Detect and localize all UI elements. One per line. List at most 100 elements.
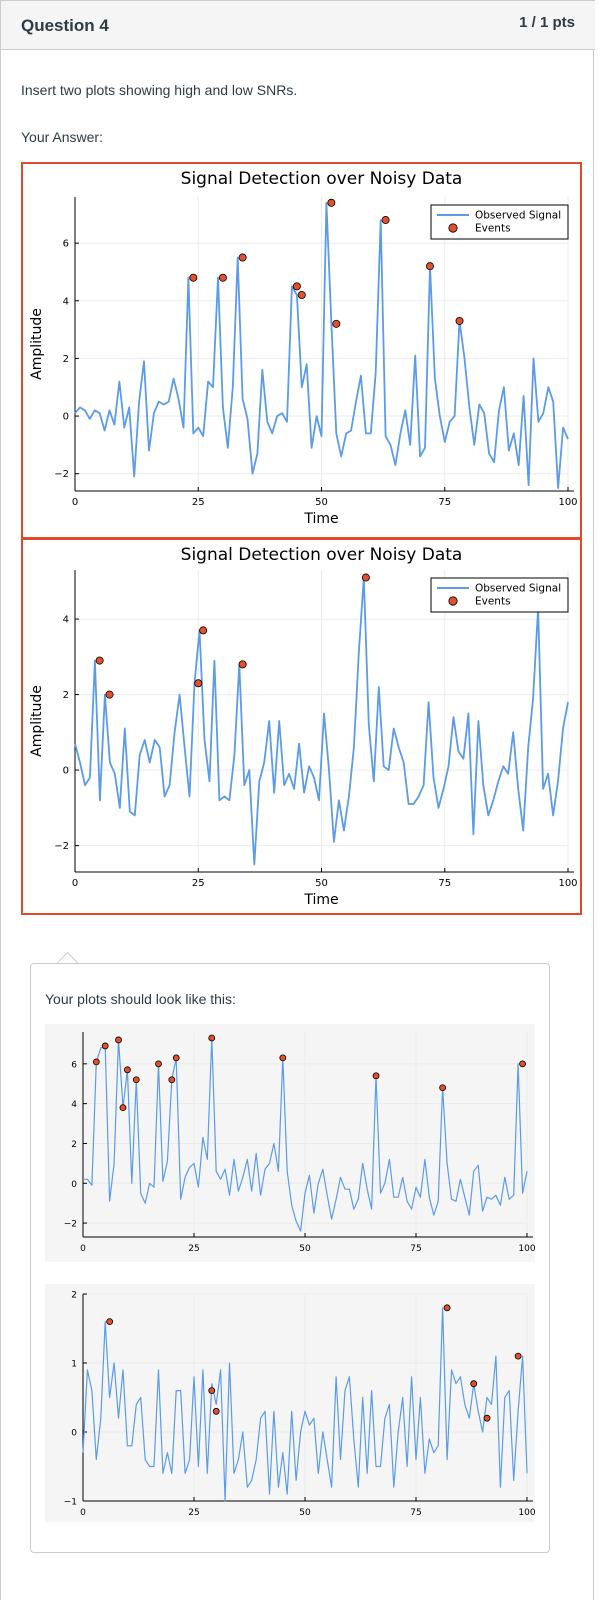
low-snr-chart: 0 25 50 75 100 −2 0 2 4 Signal Detection over Noi…	[29, 545, 578, 908]
x-tick-label: 25	[192, 497, 205, 508]
y-tick-label: 0	[71, 1180, 77, 1190]
y-tick-label: 2	[71, 1291, 77, 1301]
x-tick-label: 0	[72, 878, 78, 889]
event-marker	[514, 1352, 522, 1360]
y-tick-label: 4	[71, 1100, 77, 1110]
chart-title: Signal Detection over Noisy Data	[181, 169, 463, 189]
x-axis-label: Time	[303, 892, 338, 908]
x-tick-label: 100	[558, 497, 577, 508]
x-tick-label: 75	[410, 1508, 421, 1518]
x-axis-label: Time	[303, 511, 338, 527]
answer-image-low-snr: 0 25 50 75 100 −2 0 2 4 Signal Detection over Noi…	[21, 538, 582, 915]
legend-box	[430, 577, 569, 613]
event-marker	[155, 1060, 162, 1068]
event-marker	[119, 1104, 127, 1112]
event-marker	[332, 319, 341, 328]
reference-plot-high-snr: 0 25 50 75 100 −2 0 2 4 6	[45, 1024, 535, 1262]
event-marker	[519, 1060, 526, 1068]
event-marker	[115, 1036, 122, 1044]
legend-label-signal: Observed Signal	[475, 583, 561, 595]
legend-label-signal: Observed Signal	[475, 210, 561, 222]
x-tick-label: 50	[315, 878, 328, 889]
y-tick-label: 4	[63, 615, 69, 626]
reference-caption: Your plots should look like this:	[45, 991, 236, 1007]
y-tick-label: −2	[64, 1220, 77, 1230]
event-marker	[172, 1054, 180, 1062]
event-marker	[199, 626, 208, 635]
answer-image-high-snr: 0 25 50 75 100 −2 0 2 4 6 Signal Detection over No…	[21, 162, 582, 539]
x-tick-label: 100	[518, 1244, 535, 1254]
x-tick-label: 75	[410, 1244, 421, 1254]
question-title: Question 4	[21, 16, 109, 35]
x-tick-label: 0	[72, 497, 78, 508]
event-marker	[372, 1072, 380, 1080]
y-tick-label: 0	[71, 1429, 77, 1439]
x-tick-label: 0	[80, 1508, 86, 1518]
y-tick-label: 2	[63, 690, 69, 701]
question-prompt: Insert two plots showing high and low SN…	[21, 82, 298, 98]
question-points: 1 / 1 pts	[519, 14, 575, 31]
event-marker	[212, 1407, 220, 1415]
event-marker	[297, 291, 306, 300]
y-axis-label: Amplitude	[29, 308, 45, 380]
event-marker	[381, 216, 390, 225]
high-snr-chart: 0 25 50 75 100 −2 0 2 4 6 Signal Detection over No…	[29, 169, 578, 527]
reference-plot-low-snr: 0 25 50 75 100 −1 0 1 2	[45, 1284, 535, 1522]
x-tick-label: 75	[438, 497, 451, 508]
event-marker	[168, 1076, 176, 1084]
y-tick-label: 6	[63, 239, 69, 250]
observed-signal-line	[82, 1307, 528, 1502]
y-tick-label: 2	[71, 1140, 77, 1150]
y-tick-label: 0	[63, 412, 69, 423]
event-marker	[425, 262, 434, 271]
answer-label: Your Answer:	[21, 129, 103, 145]
y-tick-label: −1	[64, 1498, 77, 1508]
x-tick-label: 0	[80, 1244, 86, 1254]
x-tick-label: 50	[315, 497, 328, 508]
x-tick-label: 50	[299, 1244, 311, 1254]
event-marker	[292, 282, 301, 291]
event-marker	[470, 1380, 478, 1388]
legend-label-events: Events	[475, 596, 511, 608]
event-marker	[279, 1054, 287, 1062]
y-tick-label: 1	[71, 1360, 77, 1370]
legend-marker-swatch	[448, 223, 458, 233]
y-tick-label: 4	[63, 296, 69, 307]
event-marker	[361, 573, 370, 582]
event-marker	[194, 679, 203, 688]
event-marker	[455, 316, 464, 325]
x-tick-label: 25	[192, 878, 205, 889]
legend-label-events: Events	[475, 223, 511, 235]
reference-panel: Your plots should look like this: 0 25 50 7…	[30, 963, 550, 1553]
y-tick-label: −2	[54, 841, 69, 852]
event-marker	[238, 253, 247, 262]
event-marker	[238, 660, 247, 669]
reference-high-snr-chart: 0 25 50 75 100 −2 0 2 4 6	[64, 1032, 535, 1254]
observed-signal-line	[74, 201, 569, 490]
y-axis-label: Amplitude	[29, 685, 45, 757]
event-marker	[189, 273, 198, 282]
event-marker	[132, 1076, 140, 1084]
y-tick-label: 2	[63, 354, 69, 365]
event-marker	[101, 1042, 109, 1050]
event-marker	[208, 1387, 216, 1394]
event-marker	[124, 1066, 131, 1074]
question-header: Question 4 1 / 1 pts	[1, 0, 595, 50]
observed-signal-line	[83, 1037, 528, 1232]
y-tick-label: 6	[71, 1060, 77, 1070]
event-marker	[92, 1058, 100, 1066]
event-marker	[95, 656, 104, 665]
event-marker	[443, 1304, 451, 1312]
x-tick-label: 25	[188, 1508, 199, 1518]
event-marker	[327, 198, 336, 207]
event-marker	[208, 1034, 216, 1042]
legend-box	[430, 204, 569, 240]
chart-title: Signal Detection over Noisy Data	[181, 545, 463, 565]
event-marker	[106, 1318, 114, 1325]
event-marker	[439, 1084, 447, 1092]
legend-marker-swatch	[448, 596, 458, 606]
x-tick-label: 100	[518, 1508, 535, 1518]
event-marker	[483, 1414, 491, 1422]
